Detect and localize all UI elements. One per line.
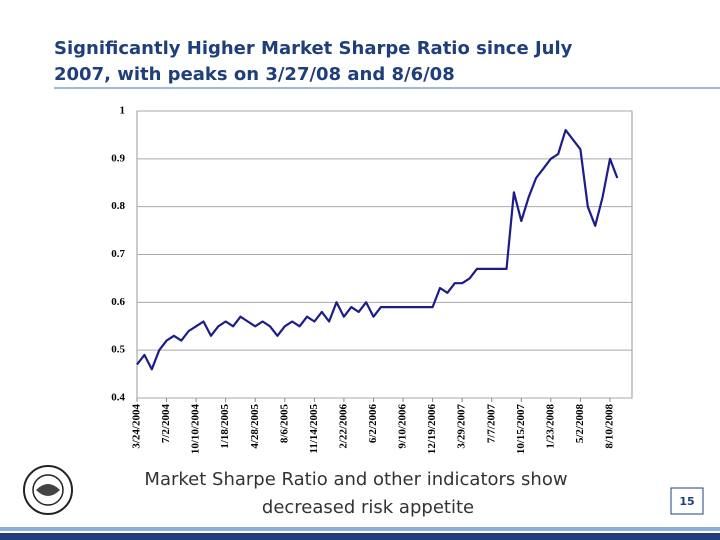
x-tick-label: 10/15/2007 bbox=[515, 404, 527, 455]
x-tick-label: 3/24/2004 bbox=[131, 404, 143, 449]
x-tick-label: 2/22/2006 bbox=[337, 404, 349, 449]
x-tick-label: 1/18/2005 bbox=[219, 404, 231, 449]
x-tick-label: 1/23/2008 bbox=[544, 404, 556, 449]
x-tick-label: 12/19/2006 bbox=[426, 404, 438, 455]
data-line bbox=[136, 129, 619, 371]
x-tick-label: 3/29/2007 bbox=[456, 404, 468, 449]
y-tick-label: 0.4 bbox=[111, 392, 125, 404]
imf-logo bbox=[23, 465, 73, 515]
x-tick-label: 8/10/2008 bbox=[603, 404, 615, 449]
slide-title: Significantly Higher Market Sharpe Ratio… bbox=[54, 38, 573, 59]
page-number: 15 bbox=[679, 495, 694, 508]
footer-bar bbox=[0, 527, 720, 531]
caption: decreased risk appetite bbox=[262, 497, 474, 518]
x-tick-label: 11/14/2005 bbox=[308, 404, 320, 454]
x-tick-label: 10/10/2004 bbox=[190, 404, 202, 455]
x-tick-label: 8/6/2005 bbox=[278, 404, 290, 444]
y-tick-label: 0.7 bbox=[111, 248, 125, 260]
x-tick-label: 7/2/2004 bbox=[160, 404, 172, 444]
y-tick-label: 0.9 bbox=[111, 152, 125, 164]
plot: 0.4 0.5 0.6 0.7 0.8 0.9 1 3/24/2004 7/2/2004 10/1… bbox=[111, 105, 632, 455]
page-box bbox=[670, 487, 704, 515]
y-tick-label: 0.5 bbox=[111, 344, 125, 356]
x-tick-label: 7/7/2007 bbox=[485, 404, 497, 444]
x-tick-label: 4/28/2005 bbox=[249, 404, 261, 449]
y-tick-label: 0.8 bbox=[111, 200, 125, 212]
x-tick-label: 6/2/2006 bbox=[367, 404, 379, 444]
caption: Market Sharpe Ratio and other indicators… bbox=[144, 469, 567, 490]
x-tick-label: 9/10/2006 bbox=[397, 404, 409, 449]
slide-title: 2007, with peaks on 3/27/08 and 8/6/08 bbox=[54, 64, 455, 85]
footer-bar bbox=[0, 533, 720, 540]
y-tick-label: 0.6 bbox=[111, 296, 125, 308]
x-tick-label: 5/2/2008 bbox=[574, 404, 586, 444]
y-tick-label: 1 bbox=[120, 105, 126, 117]
